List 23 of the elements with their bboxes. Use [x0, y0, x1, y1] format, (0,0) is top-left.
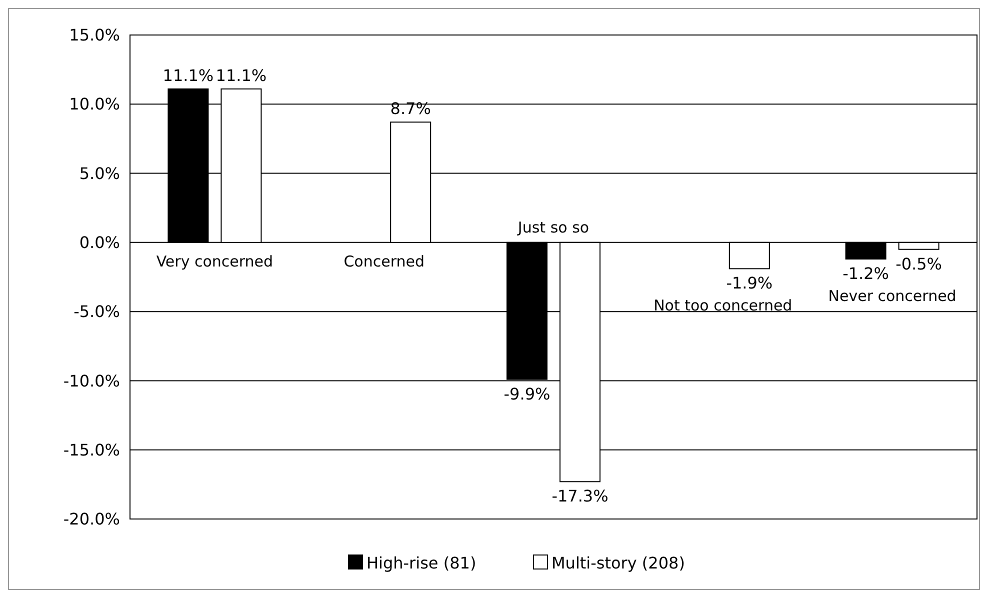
- data-label: -17.3%: [552, 486, 608, 506]
- data-label: 11.1%: [162, 66, 214, 85]
- data-label: 8.7%: [390, 99, 431, 118]
- data-label: -1.9%: [726, 274, 773, 293]
- x-tick-label: Not too concerned: [654, 296, 792, 315]
- legend-label: Multi-story (208): [552, 554, 685, 573]
- legend-label: High-rise (81): [366, 554, 476, 573]
- y-tick-label: -10.0%: [63, 371, 120, 390]
- y-tick-label: 5.0%: [79, 164, 120, 183]
- data-label: 11.1%: [216, 66, 267, 85]
- y-tick-label: -5.0%: [74, 302, 120, 322]
- y-tick-label: 10.0%: [69, 94, 120, 114]
- data-label: -9.9%: [504, 384, 550, 404]
- x-tick-label: Very concerned: [156, 252, 274, 270]
- x-tick-label: Concerned: [344, 252, 424, 270]
- y-tick-label: -20.0%: [63, 510, 120, 529]
- data-label: -0.5%: [896, 254, 942, 274]
- y-tick-label: 0.0%: [79, 233, 120, 252]
- y-tick-label: 15.0%: [69, 26, 120, 45]
- y-tick-label: -15.0%: [63, 440, 120, 460]
- data-label: -1.2%: [842, 264, 890, 284]
- x-tick-label: Never concerned: [828, 287, 956, 306]
- x-tick-label: Just so so: [516, 218, 590, 236]
